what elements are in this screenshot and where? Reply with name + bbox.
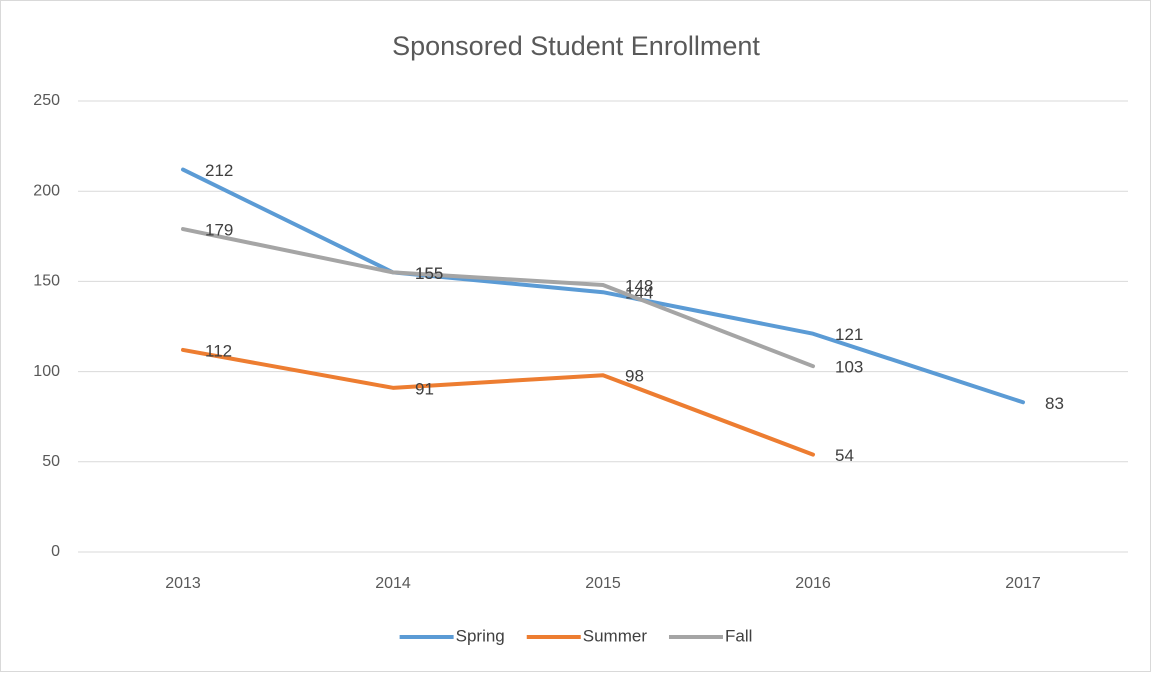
x-tick-label: 2014 (375, 575, 411, 592)
chart-title: Sponsored Student Enrollment (392, 31, 760, 61)
legend-label: Summer (583, 626, 648, 645)
y-tick-label: 0 (51, 543, 60, 560)
series-line (181, 167, 1025, 405)
y-tick-label: 150 (33, 273, 60, 290)
legend-label: Fall (725, 626, 752, 645)
y-tick-label: 100 (33, 363, 60, 380)
y-tick-label: 50 (42, 453, 60, 470)
data-label: 83 (1045, 394, 1064, 413)
legend-label: Spring (456, 626, 505, 645)
data-label: 212 (205, 161, 233, 180)
data-label: 54 (835, 446, 854, 465)
x-tick-label: 2015 (585, 575, 621, 592)
y-tick-label: 250 (33, 92, 60, 109)
series-line (181, 227, 815, 369)
data-label: 121 (835, 325, 863, 344)
data-label: 91 (415, 379, 434, 398)
data-label: 103 (835, 358, 863, 377)
series-line (181, 347, 815, 457)
x-tick-label: 2016 (795, 575, 831, 592)
x-tick-label: 2013 (165, 575, 201, 592)
data-label: 155 (415, 264, 443, 283)
data-label: 98 (625, 367, 644, 386)
x-tick-label: 2017 (1005, 575, 1041, 592)
y-tick-label: 200 (33, 182, 60, 199)
data-label: 148 (625, 276, 653, 295)
data-label: 179 (205, 221, 233, 240)
data-label: 112 (205, 341, 232, 360)
